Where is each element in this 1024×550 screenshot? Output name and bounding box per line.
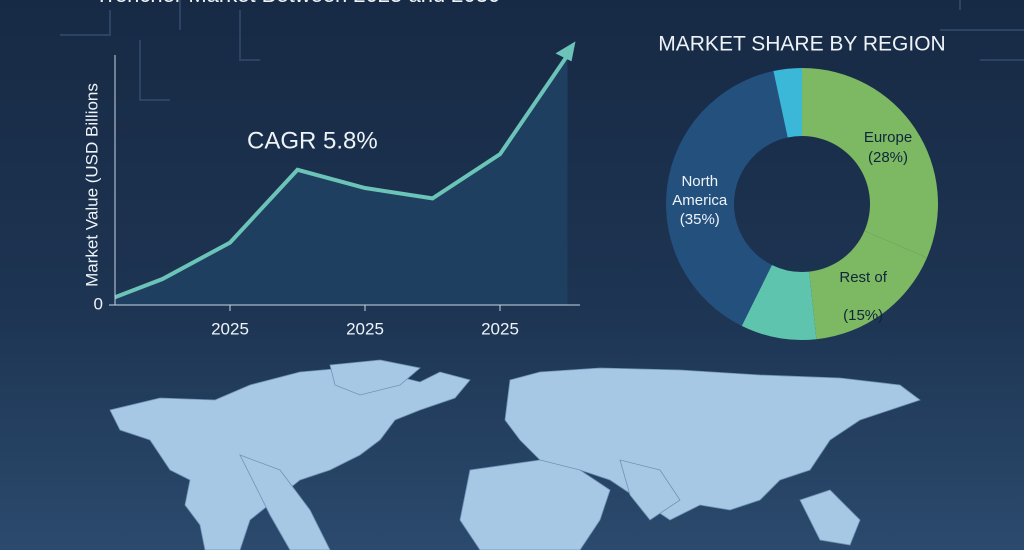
slice-label: North America: [672, 173, 728, 210]
y-axis-label: Market Value (USD Billions: [82, 83, 101, 287]
circuit-decor: [60, 0, 1024, 101]
chart-title: Trencher Market Between 2025 and 2030: [95, 0, 500, 7]
x-tick-label: 2025: [481, 319, 519, 338]
line: [114, 54, 570, 300]
slice-value: (15%): [843, 306, 884, 324]
arrow-head: [555, 41, 576, 62]
slice-label: Europe: [863, 129, 913, 147]
slice-label: Rest of: [839, 268, 887, 286]
donut-slice: [666, 71, 788, 326]
world-map: [109, 359, 921, 550]
chart-title: MARKET SHARE BY REGION: [658, 33, 945, 56]
donut-slice: [741, 264, 817, 340]
x-tick-label: 2025: [346, 319, 384, 338]
slice-value: (35%): [679, 211, 720, 229]
slice-value: (28%): [868, 149, 909, 167]
x-tick-label: 2025: [211, 319, 249, 338]
area: [115, 55, 568, 306]
donut-slice: [802, 68, 938, 258]
donut-slice: [809, 230, 927, 340]
donut-slice: [773, 68, 802, 138]
annotation: CAGR 5.8%: [247, 127, 378, 154]
y-tick-label: 0: [94, 294, 103, 313]
